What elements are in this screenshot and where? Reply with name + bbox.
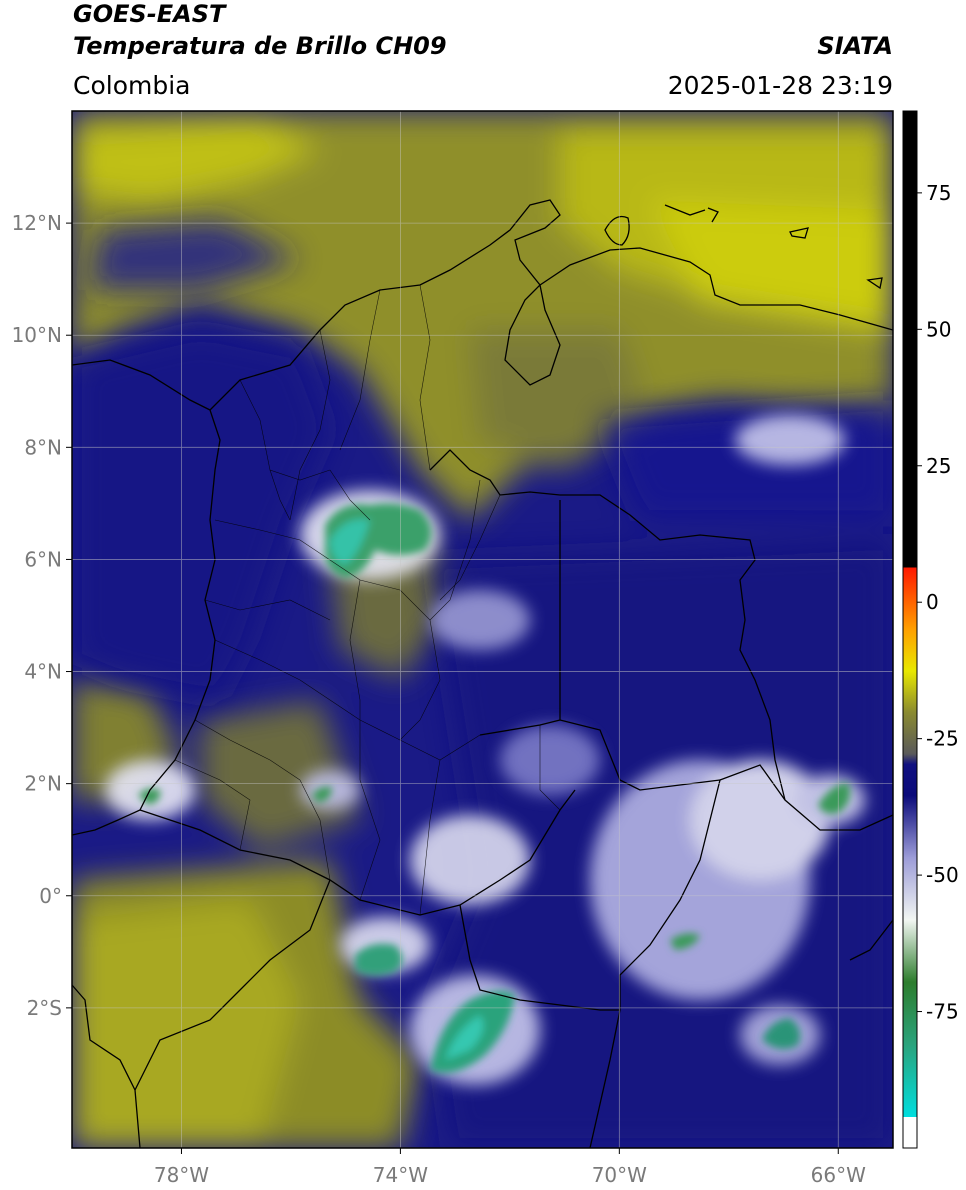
lat-tick-label: 12°N bbox=[12, 211, 62, 235]
satellite-imagery bbox=[72, 111, 893, 1148]
colorbar-tick-label: 25 bbox=[926, 454, 951, 478]
longitude-labels: 78°W 74°W 70°W 66°W bbox=[154, 1148, 866, 1187]
lat-tick-label: 10°N bbox=[12, 323, 62, 347]
colorbar-tick-label: -75 bbox=[926, 1000, 959, 1024]
region-label: Colombia bbox=[73, 71, 191, 100]
department-lines bbox=[174, 284, 561, 916]
lat-tick-label: 2°N bbox=[24, 772, 62, 796]
lon-tick-label: 70°W bbox=[592, 1163, 647, 1187]
colorbar: 75 50 25 0 -25 -50 -75 bbox=[902, 110, 959, 1149]
colorbar-tick-label: -50 bbox=[926, 863, 959, 887]
agency-label: SIATA bbox=[817, 32, 893, 60]
colorbar-tick-label: -25 bbox=[926, 727, 959, 751]
latitude-labels: 12°N 10°N 8°N 6°N 4°N 2°N 0° 2°S bbox=[12, 211, 72, 1020]
map-frame bbox=[71, 110, 894, 1149]
lat-tick-label: 4°N bbox=[24, 660, 62, 684]
colorbar-ticks: 75 50 25 0 -25 -50 -75 bbox=[917, 181, 959, 1024]
satellite-title: GOES-EAST bbox=[73, 0, 226, 28]
boundary-lines bbox=[72, 199, 893, 1148]
timestamp-label: 2025-01-28 23:19 bbox=[667, 71, 893, 100]
colorbar-gradient bbox=[902, 110, 918, 1149]
lon-tick-label: 78°W bbox=[154, 1163, 209, 1187]
product-title: Temperatura de Brillo CH09 bbox=[73, 32, 447, 60]
gridlines bbox=[72, 111, 893, 1148]
colorbar-tick-label: 50 bbox=[926, 317, 951, 341]
colorbar-tick-label: 75 bbox=[926, 181, 951, 205]
lon-tick-label: 66°W bbox=[811, 1163, 866, 1187]
lat-tick-label: 8°N bbox=[24, 435, 62, 459]
lat-tick-label: 0° bbox=[39, 884, 62, 908]
lat-tick-label: 2°S bbox=[27, 996, 62, 1020]
lat-tick-label: 6°N bbox=[24, 547, 62, 571]
lon-tick-label: 74°W bbox=[373, 1163, 428, 1187]
colorbar-tick-label: 0 bbox=[926, 590, 939, 614]
